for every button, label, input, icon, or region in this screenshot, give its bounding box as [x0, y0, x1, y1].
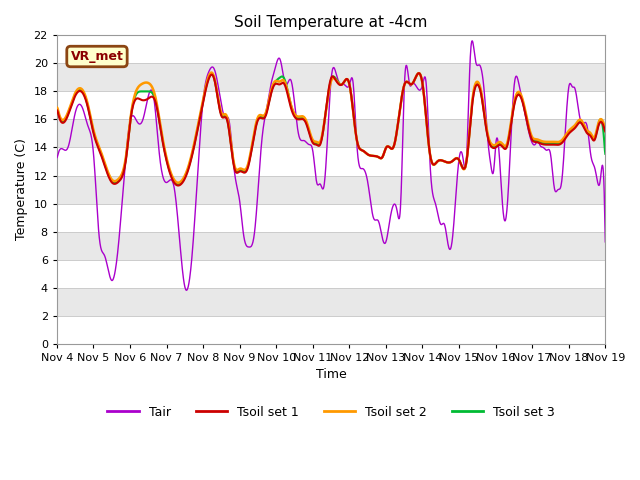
Legend: Tair, Tsoil set 1, Tsoil set 2, Tsoil set 3: Tair, Tsoil set 1, Tsoil set 2, Tsoil se…	[102, 401, 560, 424]
Bar	[57, 91, 605, 120]
Tsoil set 1	[307, 136, 315, 142]
Tsoil set 3	[307, 135, 315, 141]
Tsoil set 2	[308, 134, 316, 140]
Tsoil set 1	[602, 129, 609, 134]
Text: VR_met: VR_met	[70, 50, 124, 63]
Tsoil set 2	[366, 153, 374, 158]
Tsoil set 1	[95, 147, 103, 153]
Tsoil set 3	[298, 115, 305, 120]
Tair	[286, 76, 294, 82]
Y-axis label: Temperature (C): Temperature (C)	[15, 139, 28, 240]
Tair	[468, 38, 476, 44]
Tsoil set 2	[602, 126, 609, 132]
Tsoil set 2	[207, 70, 215, 75]
Tair	[602, 239, 609, 245]
Bar	[57, 288, 605, 316]
Tsoil set 3	[602, 151, 609, 156]
Tsoil set 3	[118, 173, 125, 179]
Tair	[53, 155, 61, 161]
Line: Tsoil set 3: Tsoil set 3	[57, 73, 605, 184]
Bar	[57, 176, 605, 204]
Bar	[57, 63, 605, 91]
Bar	[57, 232, 605, 260]
Tsoil set 3	[415, 70, 422, 76]
Tsoil set 3	[286, 98, 294, 104]
Tair	[365, 190, 373, 195]
Tair	[95, 235, 103, 240]
Tsoil set 3	[53, 106, 61, 112]
Bar	[57, 204, 605, 232]
Tsoil set 2	[298, 113, 305, 119]
Tsoil set 1	[365, 152, 373, 158]
Tsoil set 1	[118, 175, 125, 180]
Tsoil set 1	[415, 70, 422, 76]
Bar	[57, 260, 605, 288]
Tsoil set 3	[95, 146, 103, 152]
Tsoil set 2	[118, 172, 125, 178]
Title: Soil Temperature at -4cm: Soil Temperature at -4cm	[234, 15, 428, 30]
Bar	[57, 147, 605, 176]
Tsoil set 1	[53, 108, 61, 113]
Tsoil set 2	[287, 100, 294, 106]
Tsoil set 3	[175, 181, 182, 187]
Line: Tsoil set 1: Tsoil set 1	[57, 73, 605, 185]
Line: Tair: Tair	[57, 41, 605, 290]
Tair	[307, 143, 315, 148]
Tsoil set 1	[286, 101, 294, 107]
Tair	[182, 288, 190, 293]
Tsoil set 2	[53, 105, 61, 110]
Tsoil set 1	[175, 182, 182, 188]
Bar	[57, 120, 605, 147]
Tsoil set 2	[175, 180, 182, 186]
Bar	[57, 316, 605, 344]
Tsoil set 2	[95, 144, 103, 150]
Tair	[298, 138, 305, 144]
Tair	[118, 205, 125, 211]
Tsoil set 1	[298, 116, 305, 122]
Bar	[57, 36, 605, 63]
Line: Tsoil set 2: Tsoil set 2	[57, 72, 605, 183]
X-axis label: Time: Time	[316, 368, 346, 381]
Tsoil set 3	[365, 152, 373, 158]
